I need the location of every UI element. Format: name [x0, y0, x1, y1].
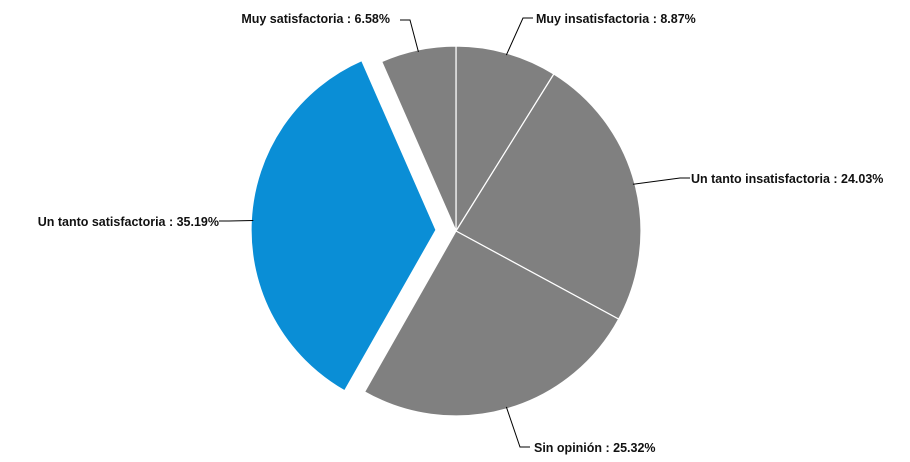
leader-line-5 [400, 19, 419, 53]
leader-line-2 [632, 177, 690, 185]
leader-line-1 [505, 17, 533, 56]
slice-label-5: Muy satisfactoria : 6.58% [241, 12, 390, 26]
slice-label-4: Un tanto satisfactoria : 35.19% [38, 215, 219, 229]
slice-label-2: Un tanto insatisfactoria : 24.03% [691, 172, 883, 186]
leader-line-3 [505, 406, 530, 448]
slice-label-3: Sin opinión : 25.32% [534, 441, 656, 455]
slice-label-1: Muy insatisfactoria : 8.87% [536, 12, 696, 26]
